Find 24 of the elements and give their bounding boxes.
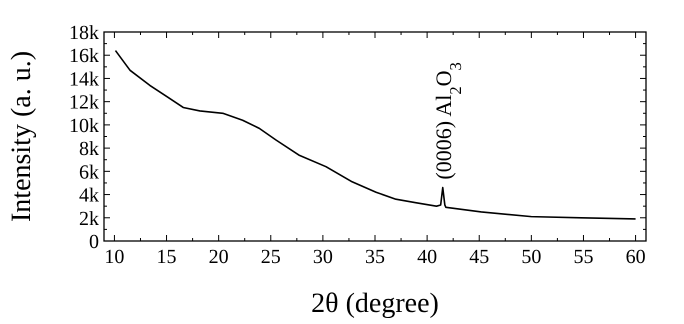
y-axis-title: Intensity (a. u.) bbox=[6, 50, 37, 222]
y-tick-label: 18k bbox=[69, 22, 99, 44]
y-tick-label: 4k bbox=[79, 184, 99, 207]
x-tick-label: 10 bbox=[104, 246, 124, 268]
y-tick-label: 2k bbox=[79, 208, 99, 230]
line-series bbox=[114, 50, 636, 220]
x-tick-label: 50 bbox=[521, 246, 542, 268]
x-tick-label: 30 bbox=[312, 246, 333, 268]
y-tick-label: 8k bbox=[79, 138, 99, 160]
x-tick-label: 25 bbox=[260, 246, 281, 268]
x-tick-label: 15 bbox=[156, 246, 177, 268]
y-tick-label: 16k bbox=[69, 45, 99, 68]
y-tick-label: 14k bbox=[69, 68, 99, 90]
x-axis-title: 2θ (degree) bbox=[311, 288, 439, 319]
y-tick-label: 12k bbox=[69, 92, 99, 114]
x-tick-label: 40 bbox=[417, 246, 438, 268]
x-tick-label: 20 bbox=[208, 246, 229, 268]
x-tick-label: 35 bbox=[365, 246, 385, 268]
y-tick-label: 10k bbox=[69, 114, 99, 137]
y-tick-label: 0 bbox=[89, 231, 99, 253]
x-tick-label: 55 bbox=[573, 246, 594, 268]
x-tick-label: 60 bbox=[626, 246, 646, 268]
y-tick-label: 6k bbox=[79, 161, 99, 184]
x-tick-label: 45 bbox=[469, 246, 490, 268]
